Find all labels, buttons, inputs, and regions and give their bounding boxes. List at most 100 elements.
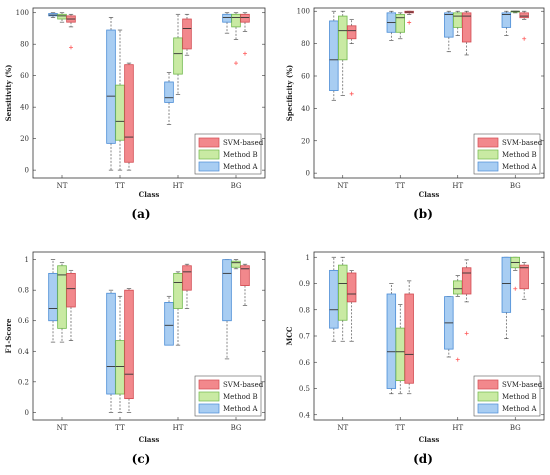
box-method-b-ht xyxy=(173,13,183,95)
box-svm-bg xyxy=(519,10,529,41)
y-tick-label: 0 xyxy=(25,409,29,417)
y-tick-label: 0.5 xyxy=(299,385,310,393)
legend: SVM-based Method B Method A xyxy=(194,375,264,417)
box-svm-tt xyxy=(124,288,134,413)
iqr-box xyxy=(231,13,241,28)
iqr-box xyxy=(338,15,348,61)
box-method-b-nt xyxy=(338,256,348,342)
legend-label-method-b: Method B xyxy=(223,393,258,401)
legend-label-method-a: Method A xyxy=(223,405,259,413)
y-tick-label: 1 xyxy=(306,254,310,262)
iqr-box xyxy=(519,12,529,19)
y-tick-label: 60 xyxy=(20,72,29,80)
box-method-b-nt xyxy=(57,12,67,23)
legend-label-svm: SVM-based xyxy=(502,381,543,389)
box-method-a-tt xyxy=(106,17,116,171)
panel-d: 0.4 0.5 0.6 0.7 0.8 0.9 1 NT TT HT BG Class MCC (d) SV… xyxy=(285,251,545,466)
box-method-a-ht xyxy=(444,10,454,53)
box-method-a-nt xyxy=(48,12,58,18)
x-tick-label: TT xyxy=(396,424,406,432)
iqr-box xyxy=(444,12,454,38)
x-tick-label: NT xyxy=(57,182,68,190)
legend-label-method-a: Method A xyxy=(502,163,538,171)
iqr-box xyxy=(164,81,174,103)
panel-caption: (a) xyxy=(131,207,150,221)
legend-swatch-svm xyxy=(198,137,220,148)
y-tick-label: 100 xyxy=(16,9,29,17)
legend: SVM-based Method B Method A xyxy=(473,133,543,175)
outlier-marker xyxy=(513,286,518,291)
iqr-box xyxy=(240,265,250,286)
box-svm-bg xyxy=(240,263,250,306)
box-svm-ht xyxy=(461,10,472,56)
box-method-a-nt xyxy=(329,10,339,101)
legend-swatch-method-b xyxy=(477,149,499,160)
x-tick-label: NT xyxy=(57,424,68,432)
box-method-a-bg xyxy=(501,256,512,339)
x-tick-label: TT xyxy=(115,182,125,190)
legend-swatch-method-a xyxy=(477,403,499,414)
x-tick-label: HT xyxy=(173,182,184,190)
legend-label-method-b: Method B xyxy=(502,393,537,401)
iqr-box xyxy=(386,293,397,389)
box-method-b-bg xyxy=(510,10,520,14)
box-method-a-nt xyxy=(329,256,339,342)
y-tick-label: 0.8 xyxy=(18,287,29,295)
box-svm-bg xyxy=(240,12,250,140)
box-method-a-ht xyxy=(444,296,454,358)
x-axis-label: Class xyxy=(139,435,160,444)
box-method-a-bg xyxy=(222,12,232,34)
y-tick-label: 40 xyxy=(301,105,310,113)
y-axis-label: Specificity (%) xyxy=(285,65,294,121)
panel-caption: (d) xyxy=(413,452,433,466)
iqr-box xyxy=(404,293,414,384)
legend-label-method-b: Method B xyxy=(223,151,258,159)
x-tick-label: BG xyxy=(231,424,242,432)
iqr-box xyxy=(501,256,512,313)
box-svm-tt xyxy=(404,10,414,25)
x-axis-label: Class xyxy=(139,190,160,199)
box-method-b-bg xyxy=(231,12,241,66)
iqr-box xyxy=(329,20,339,91)
legend-swatch-method-a xyxy=(198,403,220,414)
outlier-marker xyxy=(234,61,238,66)
box-method-a-tt xyxy=(386,283,397,395)
iqr-box xyxy=(461,267,472,295)
box-method-b-nt xyxy=(57,262,67,343)
outlier-marker xyxy=(522,36,527,41)
plot-frame xyxy=(313,7,545,179)
box-method-b-nt xyxy=(338,10,348,96)
box-method-b-tt xyxy=(115,29,125,171)
box-method-a-ht xyxy=(164,295,174,346)
box-svm-tt xyxy=(124,62,134,171)
box-method-a-tt xyxy=(386,10,397,41)
iqr-box xyxy=(106,292,116,395)
box-svm-nt xyxy=(66,13,76,50)
legend-label-svm: SVM-based xyxy=(223,381,264,389)
box-method-b-ht xyxy=(453,275,463,362)
iqr-box xyxy=(48,272,58,322)
box-method-a-tt xyxy=(106,289,116,413)
box-svm-bg xyxy=(519,262,529,300)
panel-b: 0 20 40 60 80 100 NT TT HT BG Class Specificity (%)… xyxy=(285,7,545,221)
y-tick-label: 0.8 xyxy=(299,306,310,314)
y-tick-label: 0.6 xyxy=(299,359,311,367)
iqr-box xyxy=(461,12,472,43)
box-svm-nt xyxy=(346,18,357,96)
iqr-box xyxy=(338,264,348,321)
legend-label-method-a: Method A xyxy=(223,163,259,171)
legend-swatch-method-a xyxy=(477,161,499,172)
panel-caption: (c) xyxy=(132,452,151,466)
panel-c: 0 0.2 0.4 0.6 0.8 1 NT TT HT BG Class F1-Score (c) SV… xyxy=(4,251,266,466)
y-tick-label: 0 xyxy=(306,170,310,178)
y-tick-label: 0.6 xyxy=(18,317,30,325)
x-tick-label: HT xyxy=(452,182,463,190)
box-method-a-bg xyxy=(222,259,232,360)
box-method-b-ht xyxy=(453,10,463,36)
y-axis-label: F1-Score xyxy=(4,318,13,353)
y-tick-label: 1 xyxy=(25,256,29,264)
legend-swatch-method-b xyxy=(198,391,220,402)
y-tick-label: 0.2 xyxy=(18,378,29,386)
iqr-box xyxy=(173,37,183,75)
